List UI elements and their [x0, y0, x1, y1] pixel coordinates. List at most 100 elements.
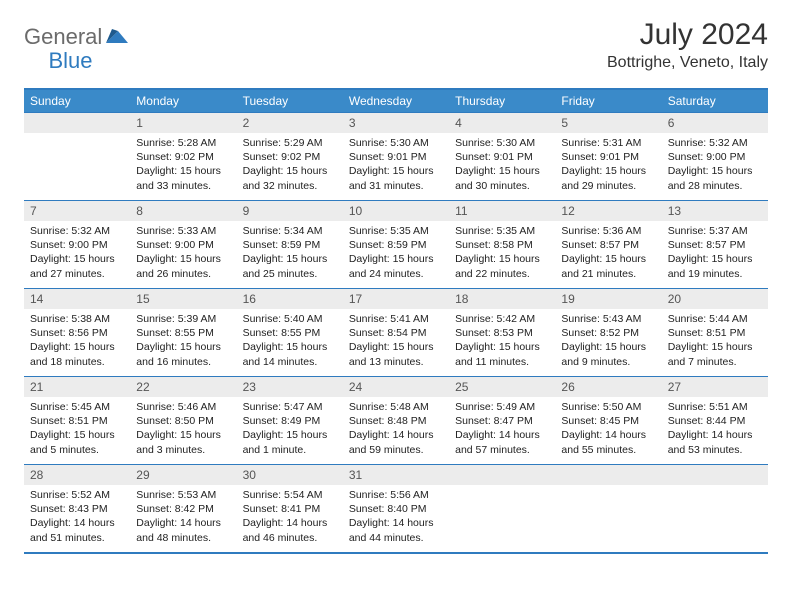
- calendar-week-row: 14Sunrise: 5:38 AMSunset: 8:56 PMDayligh…: [24, 289, 768, 377]
- day-number: 2: [237, 113, 343, 133]
- day-number: 25: [449, 377, 555, 397]
- sunrise-text: Sunrise: 5:30 AM: [455, 136, 549, 150]
- sunrise-text: Sunrise: 5:30 AM: [349, 136, 443, 150]
- sunrise-text: Sunrise: 5:34 AM: [243, 224, 337, 238]
- calendar-day-cell: 24Sunrise: 5:48 AMSunset: 8:48 PMDayligh…: [343, 377, 449, 465]
- day-body: Sunrise: 5:54 AMSunset: 8:41 PMDaylight:…: [237, 485, 343, 549]
- page-title: July 2024: [607, 18, 768, 52]
- sunset-text: Sunset: 8:57 PM: [668, 238, 762, 252]
- day-body: Sunrise: 5:46 AMSunset: 8:50 PMDaylight:…: [130, 397, 236, 461]
- day-number: 27: [662, 377, 768, 397]
- day-body: Sunrise: 5:41 AMSunset: 8:54 PMDaylight:…: [343, 309, 449, 373]
- calendar-day-cell: [662, 465, 768, 553]
- daylight-text: Daylight: 14 hours and 55 minutes.: [561, 428, 655, 456]
- daylight-text: Daylight: 15 hours and 26 minutes.: [136, 252, 230, 280]
- day-number-empty: [24, 113, 130, 133]
- calendar-day-cell: 20Sunrise: 5:44 AMSunset: 8:51 PMDayligh…: [662, 289, 768, 377]
- day-number: 24: [343, 377, 449, 397]
- daylight-text: Daylight: 14 hours and 51 minutes.: [30, 516, 124, 544]
- day-body: Sunrise: 5:44 AMSunset: 8:51 PMDaylight:…: [662, 309, 768, 373]
- day-header: Saturday: [662, 89, 768, 113]
- calendar-day-cell: 21Sunrise: 5:45 AMSunset: 8:51 PMDayligh…: [24, 377, 130, 465]
- day-number: 3: [343, 113, 449, 133]
- calendar-day-cell: 15Sunrise: 5:39 AMSunset: 8:55 PMDayligh…: [130, 289, 236, 377]
- daylight-text: Daylight: 14 hours and 57 minutes.: [455, 428, 549, 456]
- calendar: Sunday Monday Tuesday Wednesday Thursday…: [24, 88, 768, 554]
- sunrise-text: Sunrise: 5:48 AM: [349, 400, 443, 414]
- daylight-text: Daylight: 15 hours and 21 minutes.: [561, 252, 655, 280]
- sunset-text: Sunset: 8:51 PM: [668, 326, 762, 340]
- daylight-text: Daylight: 15 hours and 24 minutes.: [349, 252, 443, 280]
- sunset-text: Sunset: 9:02 PM: [136, 150, 230, 164]
- calendar-day-cell: 27Sunrise: 5:51 AMSunset: 8:44 PMDayligh…: [662, 377, 768, 465]
- day-body: Sunrise: 5:36 AMSunset: 8:57 PMDaylight:…: [555, 221, 661, 285]
- daylight-text: Daylight: 15 hours and 33 minutes.: [136, 164, 230, 192]
- day-body: Sunrise: 5:28 AMSunset: 9:02 PMDaylight:…: [130, 133, 236, 197]
- sunrise-text: Sunrise: 5:45 AM: [30, 400, 124, 414]
- sunrise-text: Sunrise: 5:33 AM: [136, 224, 230, 238]
- day-header: Sunday: [24, 89, 130, 113]
- daylight-text: Daylight: 14 hours and 48 minutes.: [136, 516, 230, 544]
- sunrise-text: Sunrise: 5:37 AM: [668, 224, 762, 238]
- day-number: 6: [662, 113, 768, 133]
- day-body: Sunrise: 5:30 AMSunset: 9:01 PMDaylight:…: [449, 133, 555, 197]
- sunrise-text: Sunrise: 5:32 AM: [30, 224, 124, 238]
- day-body: Sunrise: 5:39 AMSunset: 8:55 PMDaylight:…: [130, 309, 236, 373]
- sunset-text: Sunset: 8:57 PM: [561, 238, 655, 252]
- sunset-text: Sunset: 8:50 PM: [136, 414, 230, 428]
- day-body: Sunrise: 5:30 AMSunset: 9:01 PMDaylight:…: [343, 133, 449, 197]
- sunrise-text: Sunrise: 5:52 AM: [30, 488, 124, 502]
- day-number: 16: [237, 289, 343, 309]
- day-body: Sunrise: 5:43 AMSunset: 8:52 PMDaylight:…: [555, 309, 661, 373]
- sunrise-text: Sunrise: 5:44 AM: [668, 312, 762, 326]
- sunset-text: Sunset: 8:44 PM: [668, 414, 762, 428]
- daylight-text: Daylight: 15 hours and 13 minutes.: [349, 340, 443, 368]
- day-number: 19: [555, 289, 661, 309]
- sunrise-text: Sunrise: 5:29 AM: [243, 136, 337, 150]
- sunset-text: Sunset: 8:49 PM: [243, 414, 337, 428]
- calendar-day-cell: 18Sunrise: 5:42 AMSunset: 8:53 PMDayligh…: [449, 289, 555, 377]
- sunset-text: Sunset: 8:55 PM: [243, 326, 337, 340]
- day-header: Wednesday: [343, 89, 449, 113]
- day-header: Monday: [130, 89, 236, 113]
- sunrise-text: Sunrise: 5:54 AM: [243, 488, 337, 502]
- sunset-text: Sunset: 8:59 PM: [349, 238, 443, 252]
- day-body: Sunrise: 5:29 AMSunset: 9:02 PMDaylight:…: [237, 133, 343, 197]
- sunset-text: Sunset: 9:00 PM: [136, 238, 230, 252]
- day-number: 7: [24, 201, 130, 221]
- day-body: Sunrise: 5:50 AMSunset: 8:45 PMDaylight:…: [555, 397, 661, 461]
- calendar-week-row: 7Sunrise: 5:32 AMSunset: 9:00 PMDaylight…: [24, 201, 768, 289]
- sunrise-text: Sunrise: 5:35 AM: [455, 224, 549, 238]
- calendar-day-cell: 11Sunrise: 5:35 AMSunset: 8:58 PMDayligh…: [449, 201, 555, 289]
- sunset-text: Sunset: 9:01 PM: [349, 150, 443, 164]
- calendar-day-cell: 5Sunrise: 5:31 AMSunset: 9:01 PMDaylight…: [555, 113, 661, 201]
- calendar-day-cell: 16Sunrise: 5:40 AMSunset: 8:55 PMDayligh…: [237, 289, 343, 377]
- day-body: Sunrise: 5:49 AMSunset: 8:47 PMDaylight:…: [449, 397, 555, 461]
- calendar-day-cell: 19Sunrise: 5:43 AMSunset: 8:52 PMDayligh…: [555, 289, 661, 377]
- daylight-text: Daylight: 15 hours and 1 minute.: [243, 428, 337, 456]
- sunset-text: Sunset: 8:54 PM: [349, 326, 443, 340]
- day-number: 12: [555, 201, 661, 221]
- day-body: Sunrise: 5:37 AMSunset: 8:57 PMDaylight:…: [662, 221, 768, 285]
- day-number: 21: [24, 377, 130, 397]
- calendar-day-cell: 2Sunrise: 5:29 AMSunset: 9:02 PMDaylight…: [237, 113, 343, 201]
- sunset-text: Sunset: 8:58 PM: [455, 238, 549, 252]
- day-number: 15: [130, 289, 236, 309]
- sunrise-text: Sunrise: 5:40 AM: [243, 312, 337, 326]
- day-number: 14: [24, 289, 130, 309]
- day-body: Sunrise: 5:35 AMSunset: 8:59 PMDaylight:…: [343, 221, 449, 285]
- daylight-text: Daylight: 15 hours and 30 minutes.: [455, 164, 549, 192]
- daylight-text: Daylight: 15 hours and 5 minutes.: [30, 428, 124, 456]
- daylight-text: Daylight: 14 hours and 44 minutes.: [349, 516, 443, 544]
- calendar-day-cell: 13Sunrise: 5:37 AMSunset: 8:57 PMDayligh…: [662, 201, 768, 289]
- location: Bottrighe, Veneto, Italy: [607, 54, 768, 72]
- day-body: Sunrise: 5:40 AMSunset: 8:55 PMDaylight:…: [237, 309, 343, 373]
- day-number: 23: [237, 377, 343, 397]
- calendar-day-cell: 31Sunrise: 5:56 AMSunset: 8:40 PMDayligh…: [343, 465, 449, 553]
- logo: General: [24, 24, 132, 50]
- sunrise-text: Sunrise: 5:38 AM: [30, 312, 124, 326]
- daylight-text: Daylight: 15 hours and 3 minutes.: [136, 428, 230, 456]
- day-header: Friday: [555, 89, 661, 113]
- daylight-text: Daylight: 14 hours and 46 minutes.: [243, 516, 337, 544]
- sunset-text: Sunset: 9:00 PM: [668, 150, 762, 164]
